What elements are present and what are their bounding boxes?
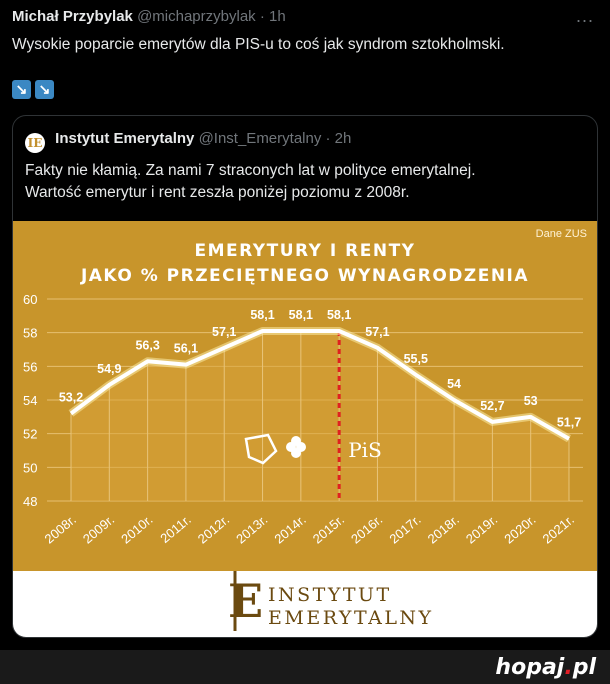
y-tick-label: 48 — [23, 494, 37, 509]
watermark-name: hopaj — [495, 655, 565, 680]
clover-leaf — [291, 448, 301, 458]
clover-leaf — [291, 436, 301, 446]
y-tick-label: 54 — [23, 393, 37, 408]
data-label: 53,2 — [59, 390, 83, 404]
footer-name-line2: EMERYTALNY — [268, 607, 434, 629]
chart-title: EMERYTURY I RENTY — [195, 241, 416, 261]
quote-time[interactable]: · 2h — [325, 130, 352, 147]
quote-text-line2: Wartość emerytur i rent zeszła poniżej p… — [25, 184, 410, 201]
y-tick-label: 50 — [23, 460, 37, 475]
more-options-icon[interactable]: ... — [575, 6, 594, 26]
data-label: 54 — [447, 377, 461, 391]
tweet[interactable]: Michał Przybylak @michaprzybylak · 1h ..… — [0, 0, 610, 650]
watermark-tld: pl — [572, 655, 596, 680]
data-label: 55,5 — [404, 352, 428, 366]
y-tick-label: 56 — [23, 359, 37, 374]
quote-author-name[interactable]: Instytut Emerytalny — [55, 130, 195, 147]
data-label: 53 — [524, 394, 538, 408]
footer-logo-mark: E — [228, 574, 263, 628]
series-line — [69, 328, 570, 441]
data-label: 58,1 — [327, 308, 351, 322]
footer-name-line1: INSTYTUT — [268, 584, 392, 606]
watermark-dot: . — [564, 655, 573, 680]
quote-text: Fakty nie kłamią. Za nami 7 straconych l… — [25, 160, 585, 204]
data-label: 52,7 — [480, 399, 504, 413]
data-label: 56,3 — [135, 338, 159, 352]
y-tick-label: 52 — [23, 427, 37, 442]
quote-author-handle[interactable]: @Inst_Emerytalny — [198, 130, 322, 147]
author-handle[interactable]: @michaprzybylak — [137, 8, 256, 25]
chart-source: Dane ZUS — [536, 228, 587, 240]
data-label: 58,1 — [289, 308, 313, 322]
tweet-text: Wysokie poparcie emerytów dla PIS-u to c… — [12, 36, 505, 53]
y-tick-label: 60 — [23, 292, 37, 307]
chart-footer-background — [13, 571, 597, 637]
chart-area — [71, 330, 569, 501]
data-label: 54,9 — [97, 362, 121, 376]
party-logo-pis: PiS — [348, 438, 382, 462]
coalition-logo-left — [244, 433, 278, 465]
data-label: 58,1 — [250, 308, 274, 322]
data-label: 56,1 — [174, 342, 198, 356]
watermark-logo: hopaj.pl — [495, 655, 596, 680]
tweet-time[interactable]: · 1h — [259, 8, 286, 25]
tweet-header: Michał Przybylak @michaprzybylak · 1h — [12, 8, 286, 25]
pension-chart-image[interactable]: Dane ZUS EMERYTURY I RENTY JAKO % PRZECIĘT… — [13, 221, 597, 637]
quoted-tweet[interactable]: IE Instytut Emerytalny @Inst_Emerytalny … — [12, 115, 598, 638]
author-name[interactable]: Michał Przybylak — [12, 8, 133, 25]
quote-header: IE Instytut Emerytalny @Inst_Emerytalny … — [25, 130, 351, 153]
data-label: 51,7 — [557, 416, 581, 430]
chart-subtitle: JAKO % PRZECIĘTNEGO WYNAGRODZENIA — [80, 266, 529, 286]
watermark-bar: hopaj.pl — [0, 650, 610, 684]
arrow-down-right-icon: ↘ — [35, 80, 54, 99]
y-tick-label: 58 — [23, 326, 37, 341]
arrow-down-right-icon: ↘ — [12, 80, 31, 99]
quote-text-line1: Fakty nie kłamią. Za nami 7 straconych l… — [25, 162, 476, 179]
data-label: 57,1 — [365, 325, 389, 339]
quote-avatar[interactable]: IE — [25, 133, 45, 153]
data-label: 57,1 — [212, 325, 236, 339]
